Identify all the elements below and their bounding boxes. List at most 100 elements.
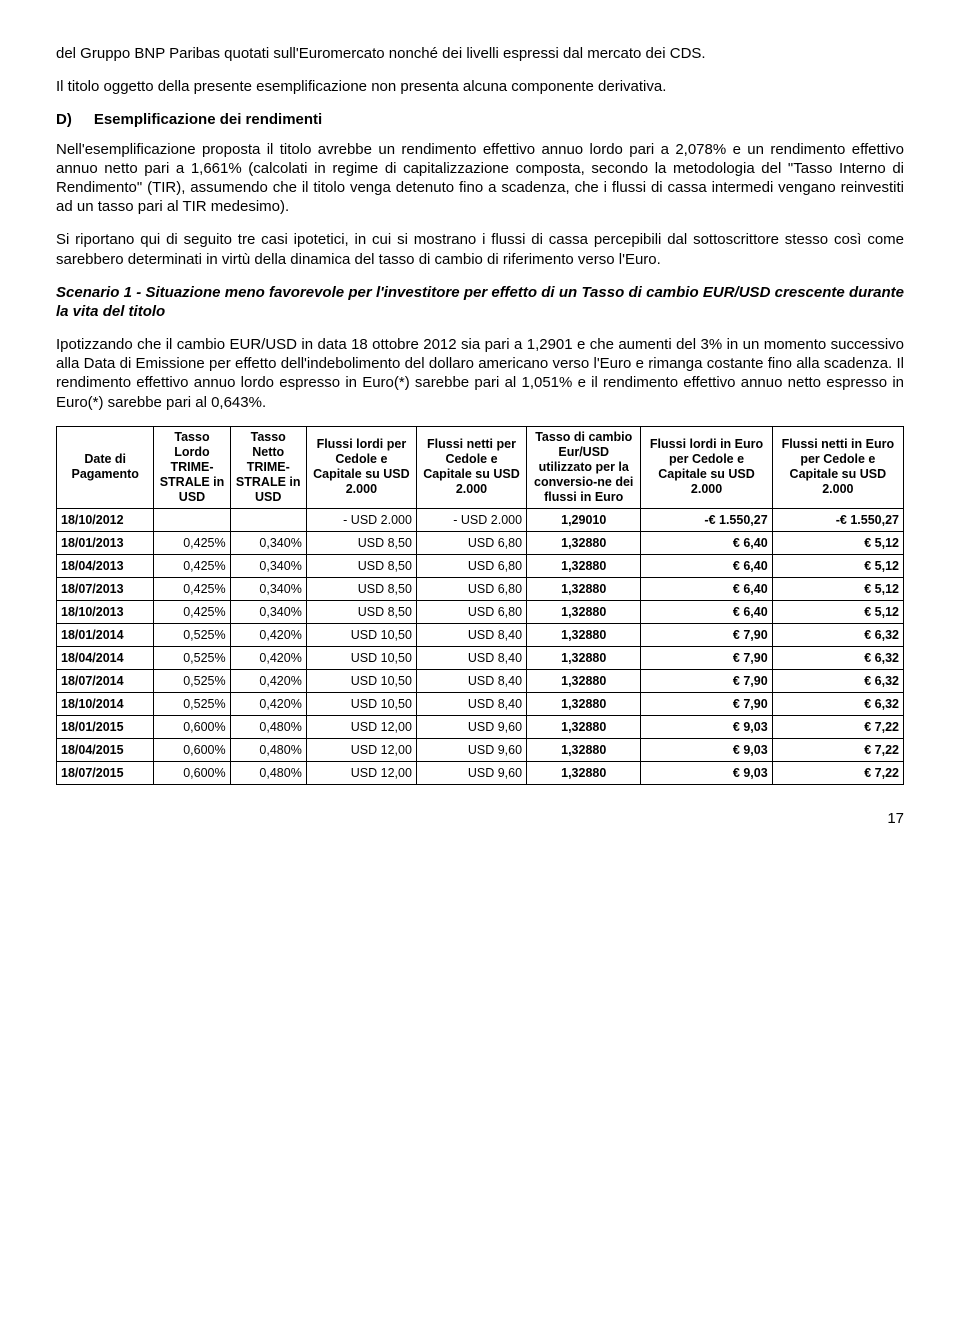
th-flussi-netti-usd: Flussi netti per Cedole e Capitale su US… — [416, 426, 526, 508]
table-cell: 0,425% — [154, 600, 230, 623]
section-d-title: Esemplificazione dei rendimenti — [94, 110, 322, 129]
table-cell: USD 12,00 — [306, 715, 416, 738]
table-row: 18/07/20150,600%0,480%USD 12,00USD 9,601… — [57, 761, 904, 784]
table-row: 18/01/20130,425%0,340%USD 8,50USD 6,801,… — [57, 531, 904, 554]
table-cell: 1,32880 — [527, 577, 641, 600]
table-cell: 18/01/2014 — [57, 623, 154, 646]
table-row: 18/10/20140,525%0,420%USD 10,50USD 8,401… — [57, 692, 904, 715]
paragraph-intro-2: Il titolo oggetto della presente esempli… — [56, 77, 904, 96]
table-cell: USD 6,80 — [416, 554, 526, 577]
table-cell: € 7,22 — [772, 715, 903, 738]
table-cell — [230, 508, 306, 531]
table-cell: € 9,03 — [641, 738, 772, 761]
table-cell: 0,340% — [230, 577, 306, 600]
table-cell: € 6,40 — [641, 600, 772, 623]
table-cell: - USD 2.000 — [306, 508, 416, 531]
table-cell: 18/10/2013 — [57, 600, 154, 623]
table-cell: 0,525% — [154, 669, 230, 692]
th-date: Date di Pagamento — [57, 426, 154, 508]
table-cell: USD 10,50 — [306, 669, 416, 692]
table-cell: 0,600% — [154, 761, 230, 784]
table-cell: € 6,32 — [772, 623, 903, 646]
table-cell: € 7,90 — [641, 692, 772, 715]
table-cell: 1,32880 — [527, 554, 641, 577]
table-cell: USD 8,50 — [306, 577, 416, 600]
table-cell: 0,420% — [230, 692, 306, 715]
table-cell: -€ 1.550,27 — [772, 508, 903, 531]
table-cell: 1,32880 — [527, 715, 641, 738]
table-cell: USD 9,60 — [416, 761, 526, 784]
table-cell: 1,32880 — [527, 623, 641, 646]
table-cell: € 6,40 — [641, 531, 772, 554]
table-cell: 1,32880 — [527, 692, 641, 715]
paragraph-d-2: Si riportano qui di seguito tre casi ipo… — [56, 230, 904, 268]
table-cell: € 7,22 — [772, 738, 903, 761]
table-row: 18/01/20140,525%0,420%USD 10,50USD 8,401… — [57, 623, 904, 646]
table-body: 18/10/2012- USD 2.000- USD 2.0001,29010-… — [57, 508, 904, 784]
table-row: 18/07/20140,525%0,420%USD 10,50USD 8,401… — [57, 669, 904, 692]
table-row: 18/04/20140,525%0,420%USD 10,50USD 8,401… — [57, 646, 904, 669]
table-cell: € 5,12 — [772, 600, 903, 623]
section-d-letter: D) — [56, 110, 72, 129]
table-cell: 1,32880 — [527, 646, 641, 669]
paragraph-d-1: Nell'esemplificazione proposta il titolo… — [56, 140, 904, 217]
table-cell — [154, 508, 230, 531]
table-cell: € 7,90 — [641, 669, 772, 692]
table-cell: € 5,12 — [772, 577, 903, 600]
table-cell: 0,525% — [154, 646, 230, 669]
table-cell: USD 8,40 — [416, 623, 526, 646]
table-cell: USD 8,50 — [306, 600, 416, 623]
th-flussi-netti-eur: Flussi netti in Euro per Cedole e Capita… — [772, 426, 903, 508]
paragraph-scenario: Ipotizzando che il cambio EUR/USD in dat… — [56, 335, 904, 412]
table-cell: € 5,12 — [772, 531, 903, 554]
table-row: 18/04/20130,425%0,340%USD 8,50USD 6,801,… — [57, 554, 904, 577]
table-cell: € 6,32 — [772, 646, 903, 669]
table-row: 18/04/20150,600%0,480%USD 12,00USD 9,601… — [57, 738, 904, 761]
table-cell: 0,425% — [154, 577, 230, 600]
th-flussi-lordi-usd: Flussi lordi per Cedole e Capitale su US… — [306, 426, 416, 508]
table-cell: 18/04/2015 — [57, 738, 154, 761]
table-cell: 0,480% — [230, 738, 306, 761]
table-row: 18/10/2012- USD 2.000- USD 2.0001,29010-… — [57, 508, 904, 531]
table-cell: 0,340% — [230, 600, 306, 623]
scenario-title: Scenario 1 - Situazione meno favorevole … — [56, 283, 904, 321]
table-cell: 1,32880 — [527, 738, 641, 761]
table-cell: USD 10,50 — [306, 646, 416, 669]
table-cell: USD 12,00 — [306, 761, 416, 784]
table-cell: 1,32880 — [527, 600, 641, 623]
table-cell: 0,340% — [230, 554, 306, 577]
table-cell: € 9,03 — [641, 761, 772, 784]
table-cell: 0,420% — [230, 669, 306, 692]
table-cell: € 7,22 — [772, 761, 903, 784]
table-cell: 0,525% — [154, 623, 230, 646]
table-row: 18/01/20150,600%0,480%USD 12,00USD 9,601… — [57, 715, 904, 738]
table-cell: 0,600% — [154, 715, 230, 738]
table-cell: € 6,40 — [641, 554, 772, 577]
table-cell: € 6,32 — [772, 669, 903, 692]
table-cell: 1,32880 — [527, 531, 641, 554]
table-cell: USD 8,40 — [416, 669, 526, 692]
table-cell: USD 12,00 — [306, 738, 416, 761]
table-cell: USD 9,60 — [416, 738, 526, 761]
table-cell: € 5,12 — [772, 554, 903, 577]
table-cell: 18/01/2015 — [57, 715, 154, 738]
table-cell: USD 6,80 — [416, 531, 526, 554]
section-d-heading: D) Esemplificazione dei rendimenti — [56, 110, 904, 129]
paragraph-intro-1: del Gruppo BNP Paribas quotati sull'Euro… — [56, 44, 904, 63]
table-header-row: Date di Pagamento Tasso Lordo TRIME-STRA… — [57, 426, 904, 508]
table-cell: 0,480% — [230, 715, 306, 738]
table-cell: € 7,90 — [641, 646, 772, 669]
table-cell: 18/04/2013 — [57, 554, 154, 577]
table-cell: € 6,40 — [641, 577, 772, 600]
th-cambio: Tasso di cambio Eur/USD utilizzato per l… — [527, 426, 641, 508]
th-flussi-lordi-eur: Flussi lordi in Euro per Cedole e Capita… — [641, 426, 772, 508]
table-cell: € 6,32 — [772, 692, 903, 715]
table-row: 18/07/20130,425%0,340%USD 8,50USD 6,801,… — [57, 577, 904, 600]
table-cell: 18/01/2013 — [57, 531, 154, 554]
table-cell: 0,600% — [154, 738, 230, 761]
table-cell: USD 10,50 — [306, 692, 416, 715]
page-number: 17 — [56, 809, 904, 828]
table-cell: 0,340% — [230, 531, 306, 554]
table-cell: € 7,90 — [641, 623, 772, 646]
table-cell: 18/07/2014 — [57, 669, 154, 692]
